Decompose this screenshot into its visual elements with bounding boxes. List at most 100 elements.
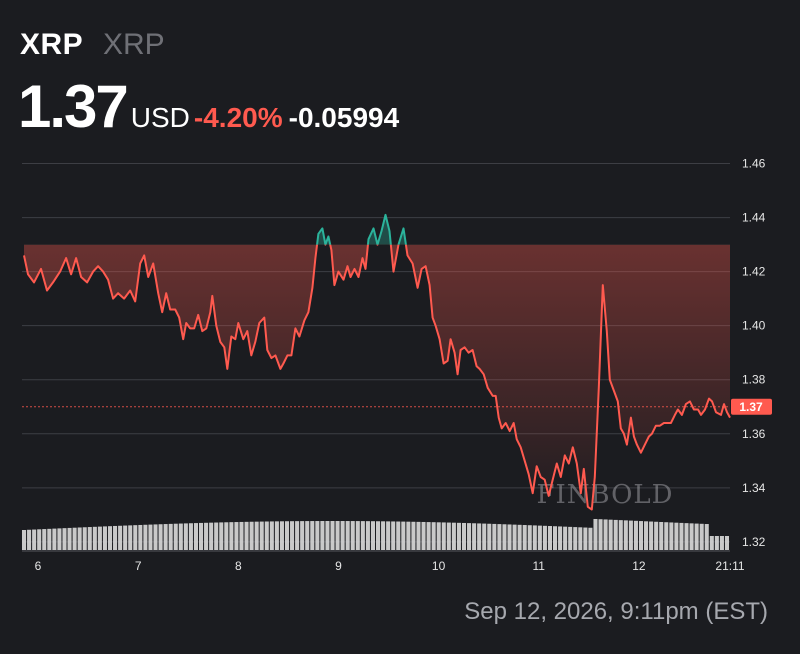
volume-bar [219,522,224,550]
volume-bar [441,522,446,550]
volume-bar [279,521,284,550]
y-tick-1.36: 1.36 [742,427,766,441]
volume-bar [396,521,401,550]
y-tick-1.32: 1.32 [742,535,766,549]
volume-bar [345,521,350,550]
volume-bar [102,526,107,550]
volume-bar [52,528,57,550]
volume-bar [684,523,689,550]
volume-bar [138,524,143,550]
volume-bar [588,527,593,550]
x-tick-7: 21:11 [715,559,744,573]
volume-bar [107,526,113,550]
x-tick-0: 6 [35,559,42,573]
x-tick-1: 7 [135,559,142,573]
volume-bar [487,523,492,550]
volume-bar [168,523,173,550]
volume-bar [67,527,72,550]
volume-bar [300,521,305,550]
volume-bar [290,521,295,550]
price-line-down [23,244,731,511]
volume-bar [628,520,633,550]
volume-bar [234,522,239,550]
volume-bar [623,520,628,550]
volume-bars [22,518,729,550]
volume-bar [370,521,375,550]
volume-bar [335,521,340,550]
volume-bar [679,522,684,550]
volume-bar [436,522,441,550]
volume-bar [193,523,198,550]
y-tick-1.38: 1.38 [742,373,766,387]
current-price-label: 1.37 [739,400,763,414]
volume-bar [22,530,27,550]
volume-bar [295,521,300,550]
volume-bar [553,526,558,550]
volume-bar [547,526,552,550]
volume-bar [42,529,47,550]
volume-bar [689,523,694,550]
volume-bar [133,525,138,550]
volume-bar [97,526,102,550]
volume-bar [274,521,279,550]
volume-bar [583,527,588,550]
volume-bar [644,521,649,550]
volume-bar [704,524,709,550]
x-axis: 6 7 8 9 10 11 12 21:11 [22,550,745,573]
timestamp: Sep 12, 2026, 9:11pm (EST) [464,598,768,625]
volume-bar [714,536,719,550]
volume-bar [411,521,416,550]
volume-bar [512,524,517,550]
volume-bar [578,527,583,550]
volume-bar [360,521,365,550]
volume-bar [416,521,421,550]
change-percent: -4.20% [193,102,283,133]
area-fills [24,214,730,510]
volume-bar [264,521,269,550]
volume-bar [92,526,97,550]
change-absolute: -0.05994 [288,102,400,133]
volume-bar [461,522,467,550]
y-tick-1.46: 1.46 [742,157,766,171]
volume-bar [47,528,52,550]
volume-bar [62,528,67,550]
volume-bar [229,522,234,550]
asset-name: XRP [103,28,165,61]
volume-bar [563,526,568,550]
volume-bar [386,521,391,550]
volume-bar [603,519,608,550]
price-line-up [316,213,407,245]
volume-bar [517,524,522,550]
volume-bar [57,528,62,550]
volume-bar [325,521,330,550]
volume-bar [163,524,168,550]
volume-bar [593,518,598,550]
volume-bar [188,523,193,550]
volume-bar [426,522,431,550]
volume-bar [719,536,724,550]
volume-bar [477,523,482,550]
volume-bar [568,526,573,550]
area-below-reference [24,244,730,510]
volume-bar [209,522,214,550]
asset-symbol: XRP [20,28,84,61]
volume-bar [269,521,274,550]
x-tick-4: 10 [432,559,446,573]
volume-bar [77,527,82,550]
volume-bar [649,521,654,550]
volume-bar [537,525,542,550]
volume-bar [87,527,92,550]
volume-bar [527,525,532,550]
volume-bar [381,521,386,550]
current-price-marker: 1.37 [22,398,772,415]
volume-bar [214,522,219,550]
volume-bar [522,525,527,550]
volume-bar [446,522,451,550]
price-chart[interactable]: FINBOLD 1.46 1.44 1.42 1.40 1.38 1.36 1.34 1.32… [0,0,800,590]
volume-bar [502,524,507,550]
volume-bar [355,521,360,550]
volume-bar [340,521,345,550]
volume-bar [284,521,290,550]
volume-bar [27,529,32,550]
volume-bar [482,523,487,550]
